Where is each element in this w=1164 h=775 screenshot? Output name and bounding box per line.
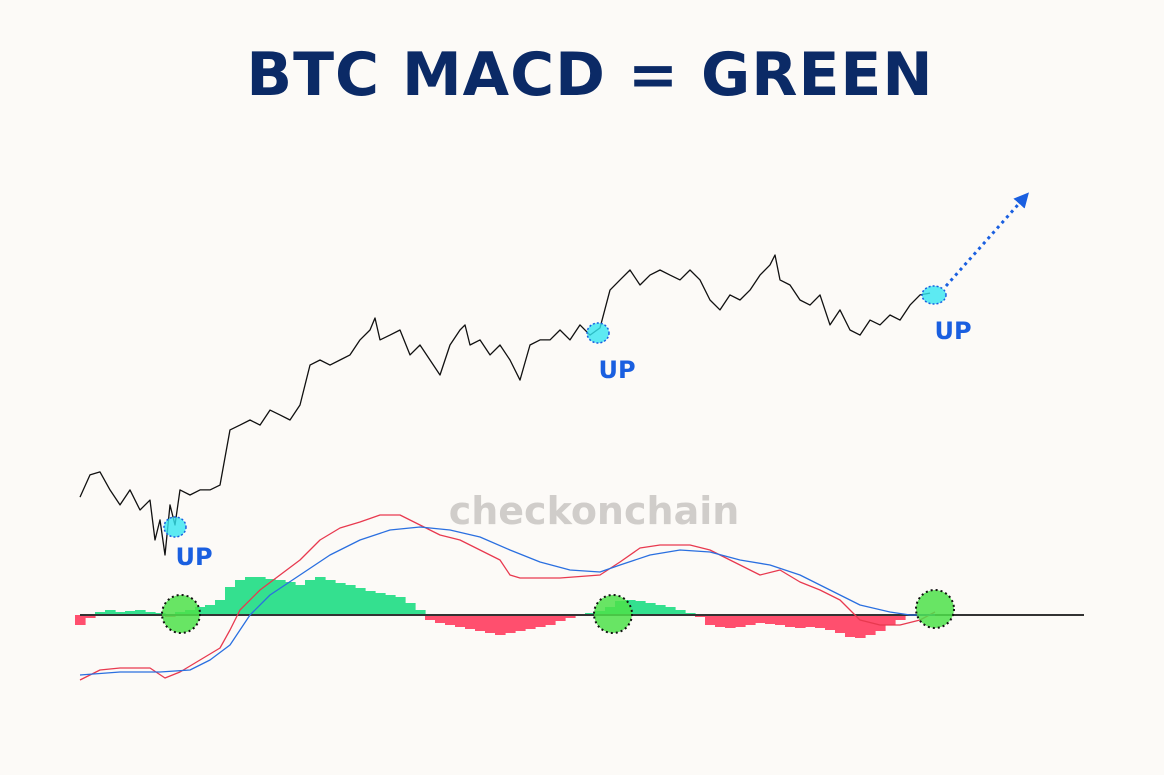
data-line	[79, 514, 936, 681]
histogram-bar	[565, 615, 576, 618]
histogram-bar	[445, 615, 456, 625]
histogram-bar	[515, 615, 526, 631]
cross-circle	[593, 594, 633, 634]
histogram-bar	[845, 615, 856, 637]
histogram-bar	[745, 615, 756, 625]
histogram-bar	[835, 615, 846, 633]
histogram-bar	[335, 583, 346, 615]
histogram-bar	[215, 600, 226, 615]
histogram-bar	[725, 615, 736, 628]
histogram-bar	[735, 615, 746, 627]
histogram-bar	[555, 615, 566, 621]
histogram-bar	[545, 615, 556, 625]
histogram-bar	[645, 603, 656, 615]
annotation: UP	[934, 317, 971, 345]
histogram-bar	[415, 610, 426, 615]
histogram-bar	[375, 593, 386, 615]
histogram-bar	[755, 615, 766, 623]
up-highlight	[921, 285, 947, 305]
cross-circle	[915, 589, 955, 629]
up-arrow	[944, 192, 1029, 287]
histogram-bar	[455, 615, 466, 627]
histogram-bar	[535, 615, 546, 627]
histogram-bar	[505, 615, 516, 633]
annotation: UP	[598, 356, 635, 384]
histogram-bar	[495, 615, 506, 635]
histogram-bar	[895, 615, 906, 620]
histogram-bar	[435, 615, 446, 623]
histogram-bar	[395, 597, 406, 615]
data-line	[79, 254, 931, 556]
histogram-bar	[75, 615, 86, 625]
up-highlight	[163, 516, 187, 538]
histogram	[75, 577, 906, 638]
histogram-bar	[425, 615, 436, 620]
histogram-bar	[765, 615, 776, 624]
histogram-bar	[865, 615, 876, 635]
macd-lines	[79, 514, 936, 681]
data-line	[79, 526, 935, 676]
histogram-bar	[825, 615, 836, 630]
histogram-bar	[355, 588, 366, 615]
histogram-bar	[145, 612, 156, 615]
histogram-bar	[125, 611, 136, 615]
histogram-bar	[405, 603, 416, 615]
up-markers	[163, 192, 1029, 538]
histogram-bar	[855, 615, 866, 638]
histogram-bar	[235, 580, 246, 615]
annotation: UP	[175, 543, 212, 571]
histogram-bar	[245, 577, 256, 615]
histogram-bar	[135, 610, 146, 615]
histogram-bar	[315, 577, 326, 615]
histogram-bar	[285, 582, 296, 615]
histogram-bar	[205, 605, 216, 615]
histogram-bar	[805, 615, 816, 627]
histogram-bar	[705, 615, 716, 625]
histogram-bar	[785, 615, 796, 627]
histogram-bar	[295, 585, 306, 615]
up-highlight	[586, 322, 610, 344]
histogram-bar	[325, 580, 336, 615]
histogram-bar	[885, 615, 896, 625]
histogram-bar	[875, 615, 886, 631]
histogram-bar	[365, 591, 376, 615]
histogram-bar	[225, 587, 236, 615]
histogram-bar	[635, 601, 646, 615]
histogram-bar	[95, 612, 106, 615]
price-line	[79, 254, 931, 556]
histogram-bar	[385, 595, 396, 615]
histogram-bar	[275, 580, 286, 615]
histogram-bar	[795, 615, 806, 628]
histogram-bar	[265, 579, 276, 615]
histogram-bar	[105, 610, 116, 615]
histogram-bar	[775, 615, 786, 625]
cross-markers	[161, 589, 955, 634]
histogram-bar	[115, 612, 126, 615]
chart-title: BTC MACD = GREEN	[246, 40, 933, 110]
watermark: checkonchain	[449, 489, 740, 533]
histogram-bar	[345, 585, 356, 615]
histogram-bar	[815, 615, 826, 628]
histogram-bar	[525, 615, 536, 629]
histogram-bar	[85, 615, 96, 618]
histogram-bar	[305, 580, 316, 615]
histogram-bar	[465, 615, 476, 629]
histogram-bar	[655, 605, 666, 615]
histogram-bar	[485, 615, 496, 633]
histogram-bar	[675, 610, 686, 615]
histogram-bar	[665, 607, 676, 615]
cross-circle	[161, 594, 201, 634]
histogram-bar	[715, 615, 726, 627]
histogram-bar	[255, 577, 266, 615]
histogram-bar	[475, 615, 486, 631]
